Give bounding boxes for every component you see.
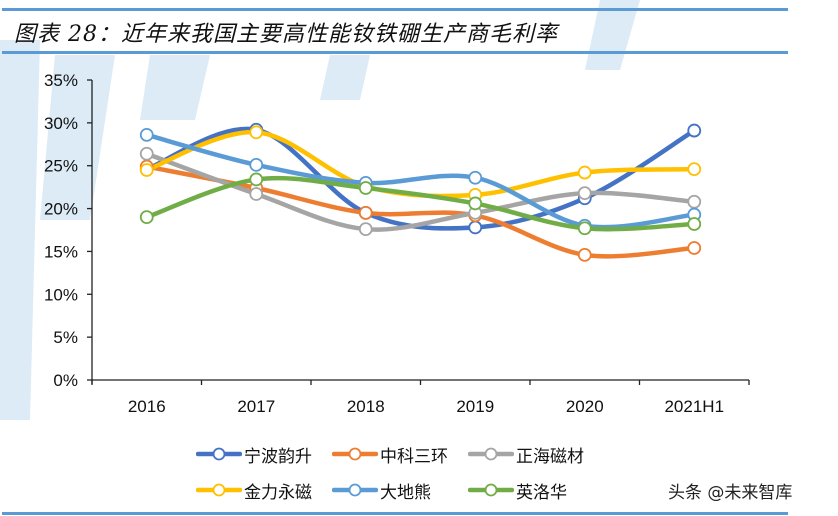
legend-label: 宁波韵升 — [244, 446, 312, 467]
series-line-5 — [144, 175, 697, 232]
data-point — [139, 163, 154, 177]
data-point — [249, 187, 264, 201]
chart-title: 图表 28：近年来我国主要高性能钕铁硼生产商毛利率 — [14, 22, 558, 47]
data-point — [468, 220, 483, 235]
line-chart: 0% 5% 10% 15% 20% 25% 30% 35% 2016 2017 2018 2019 20… — [44, 71, 750, 416]
data-point — [468, 196, 483, 211]
data-point — [687, 194, 702, 209]
legend-item: 宁波韵升 — [196, 442, 332, 467]
data-point — [577, 247, 592, 262]
y-tick-label: 35% — [44, 71, 78, 90]
x-tick-label: 2021H1 — [664, 397, 724, 416]
x-tick-label: 2020 — [566, 397, 604, 416]
x-tick-label: 2017 — [237, 397, 275, 416]
legend-marker-icon — [468, 483, 514, 497]
legend-item: 正海磁材 — [468, 442, 604, 467]
data-point — [577, 186, 592, 201]
legend-row: 金力永磁 大地熊 英洛华 — [196, 472, 636, 508]
legend-label: 大地熊 — [380, 482, 431, 503]
data-point — [358, 181, 373, 195]
y-tick-label: 10% — [44, 285, 78, 304]
legend-item: 大地熊 — [332, 478, 468, 503]
y-tick-label: 20% — [44, 200, 78, 219]
series-line-2 — [144, 151, 697, 232]
source-label: 头条 @未来智库 — [668, 483, 793, 503]
legend-marker-icon — [332, 447, 378, 461]
legend-item: 英洛华 — [468, 478, 604, 503]
legend-label: 金力永磁 — [244, 482, 312, 503]
x-tick-label: 2019 — [456, 397, 494, 416]
data-point — [249, 157, 264, 172]
legend-marker-icon — [468, 447, 514, 461]
legend-row: 宁波韵升 中科三环 正海磁材 — [196, 436, 636, 472]
legend-marker-icon — [196, 483, 242, 497]
data-point — [577, 165, 592, 180]
bottom-rule — [2, 512, 788, 515]
legend-label: 正海磁材 — [516, 446, 584, 467]
top-rule — [2, 8, 788, 11]
x-tick-label: 2018 — [347, 397, 385, 416]
data-point — [687, 123, 702, 138]
y-tick-label: 5% — [53, 328, 78, 347]
data-point — [139, 146, 154, 161]
legend-label: 英洛华 — [516, 482, 567, 503]
data-point — [577, 221, 592, 236]
data-point — [249, 172, 264, 187]
data-point — [687, 162, 702, 177]
series-line-1 — [144, 164, 697, 259]
y-tick-label: 30% — [44, 114, 78, 133]
legend: 宁波韵升 中科三环 正海磁材 金力永磁 大地熊 英洛华 — [196, 436, 636, 508]
data-point — [358, 222, 373, 237]
data-point — [139, 210, 154, 225]
data-point — [468, 170, 483, 185]
legend-label: 中科三环 — [380, 446, 448, 467]
legend-marker-icon — [332, 483, 378, 497]
data-point — [249, 125, 264, 140]
y-tick-label: 0% — [53, 371, 78, 390]
legend-marker-icon — [196, 447, 242, 461]
legend-item: 金力永磁 — [196, 478, 332, 503]
data-point — [139, 127, 154, 142]
legend-item: 中科三环 — [332, 442, 468, 467]
data-point — [687, 217, 702, 231]
data-point — [687, 241, 702, 255]
x-tick-label: 2016 — [128, 397, 166, 416]
y-tick-label: 25% — [44, 157, 78, 176]
data-point — [358, 205, 373, 220]
title-rule — [2, 51, 788, 54]
y-tick-label: 15% — [44, 242, 78, 261]
